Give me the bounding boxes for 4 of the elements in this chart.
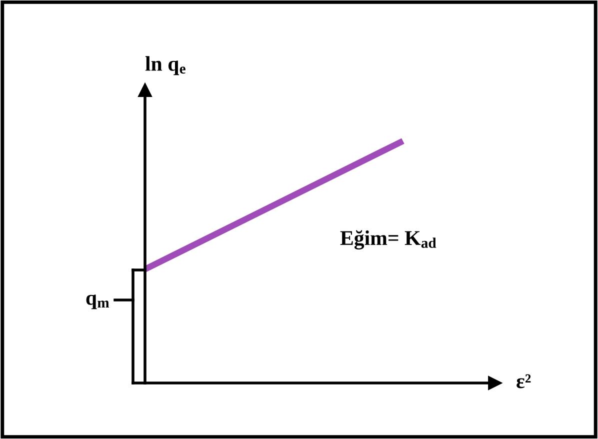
x-axis-title: ε² [516,374,531,388]
y-axis-title: ln q$_{e}$ [145,56,186,76]
annotation: Eğim= K$_{ad}$ [340,230,436,250]
text: q$_{m}$ [86,294,110,310]
